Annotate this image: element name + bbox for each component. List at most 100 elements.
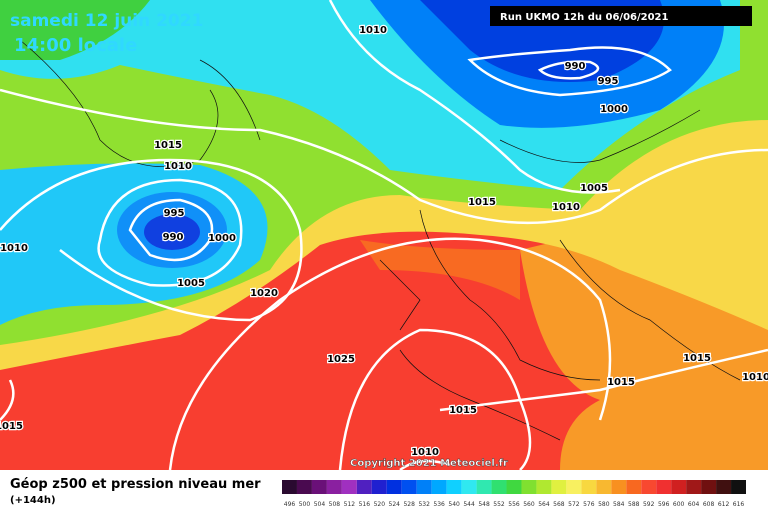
orange-zone	[360, 240, 520, 300]
isobar-label: 1010	[359, 25, 387, 36]
legend-label: 500	[299, 501, 311, 508]
isobar	[537, 60, 600, 80]
legend-swatch	[551, 480, 567, 494]
isobar	[338, 328, 532, 471]
legend-swatch	[701, 480, 717, 494]
legend-swatch	[476, 480, 492, 494]
legend-label: 520	[374, 501, 386, 508]
legend-label: 564	[538, 501, 550, 508]
isobar-label: 1005	[580, 183, 608, 194]
isobar-label: 1010	[552, 202, 580, 213]
legend-swatch	[671, 480, 687, 494]
legend-label: 524	[389, 501, 401, 508]
legend-label: 536	[433, 501, 445, 508]
legend-swatch	[371, 480, 387, 494]
legend-label: 584	[613, 501, 625, 508]
isobar	[467, 46, 672, 97]
legend-label: 528	[403, 501, 415, 508]
legend-label: 576	[583, 501, 595, 508]
legend-swatch	[506, 480, 522, 494]
legend-label: 560	[523, 501, 535, 508]
isobar-label: 1015	[607, 377, 635, 388]
legend-swatch	[341, 480, 357, 494]
legend-label: 588	[628, 501, 640, 508]
isobar-label: 990	[565, 61, 586, 72]
legend-swatch	[686, 480, 702, 494]
isobar-label: 1010	[164, 161, 192, 172]
legend-label: 596	[658, 501, 670, 508]
legend-swatch	[716, 480, 732, 494]
legend-swatch	[566, 480, 582, 494]
legend-label: 608	[703, 501, 715, 508]
legend-swatch	[296, 480, 312, 494]
legend-swatch	[581, 480, 597, 494]
isobar	[328, 0, 621, 194]
legend-label: 600	[673, 501, 685, 508]
green-zone	[0, 0, 150, 60]
legend-swatch	[326, 480, 342, 494]
isobar	[0, 379, 15, 421]
legend-label: 580	[598, 501, 610, 508]
date: samedi 12 juin 2021	[10, 11, 203, 31]
legend-swatch	[626, 480, 642, 494]
isobar-label: 1000	[208, 233, 236, 244]
legend-swatch	[282, 480, 297, 494]
legend-label: 552	[493, 501, 505, 508]
legend-label: 504	[314, 501, 326, 508]
legend-swatch	[521, 480, 537, 494]
legend-swatch	[611, 480, 627, 494]
legend-label: 512	[344, 501, 356, 508]
isobar-label: 995	[164, 208, 185, 219]
legend-label: 568	[553, 501, 565, 508]
legend-label: 572	[568, 501, 580, 508]
isobar-label: 1005	[177, 278, 205, 289]
legend-swatch	[416, 480, 432, 494]
isobar-label: 1020	[250, 288, 278, 299]
isobar-label: 1015	[0, 421, 23, 432]
legend-swatch	[596, 480, 612, 494]
legend-swatch	[356, 480, 372, 494]
legend-swatch	[401, 480, 417, 494]
isobar-label: 990	[163, 232, 184, 243]
isobar	[0, 158, 303, 322]
legend-label: 516	[359, 501, 371, 508]
legend-swatch	[491, 480, 507, 494]
legend-swatch	[311, 480, 327, 494]
copyright: Copyright 2021 Meteociel.fr	[350, 458, 508, 469]
isobar	[168, 237, 612, 471]
legend-label: 592	[643, 501, 655, 508]
low-zone	[144, 214, 200, 250]
legend: 496 500 504 508 512 516 520 524 528 532 536 540 544 5…	[282, 480, 746, 508]
legend-label: 508	[329, 501, 341, 508]
legend-swatch	[431, 480, 447, 494]
legend-label: 532	[418, 501, 430, 508]
isobar	[439, 348, 768, 412]
legend-swatch	[656, 480, 672, 494]
isobar	[0, 88, 768, 225]
legend-label: 616	[733, 501, 745, 508]
isobar	[97, 178, 243, 287]
legend-label: 544	[463, 501, 475, 508]
legend-label: 548	[478, 501, 490, 508]
map	[0, 0, 768, 472]
isobar-label: 995	[598, 76, 619, 87]
legend-swatch	[446, 480, 462, 494]
isobar-label: 1010	[411, 447, 439, 458]
isobar-label: 1000	[600, 104, 628, 115]
legend-label: 556	[508, 501, 520, 508]
isobar-label: 1015	[468, 197, 496, 208]
isobar-label: 1015	[449, 405, 477, 416]
legend-label: 496	[284, 501, 296, 508]
run-box	[490, 6, 752, 26]
isobar-label: 1015	[683, 353, 711, 364]
time: 14:00 locale	[14, 35, 137, 56]
isobar-label: 1025	[327, 354, 355, 365]
legend-label: 604	[688, 501, 700, 508]
isobar	[128, 198, 214, 262]
isobar-label: 1010	[742, 372, 768, 383]
footer-subtitle: (+144h)	[10, 495, 56, 506]
legend-label: 612	[718, 501, 730, 508]
legend-swatch	[386, 480, 402, 494]
